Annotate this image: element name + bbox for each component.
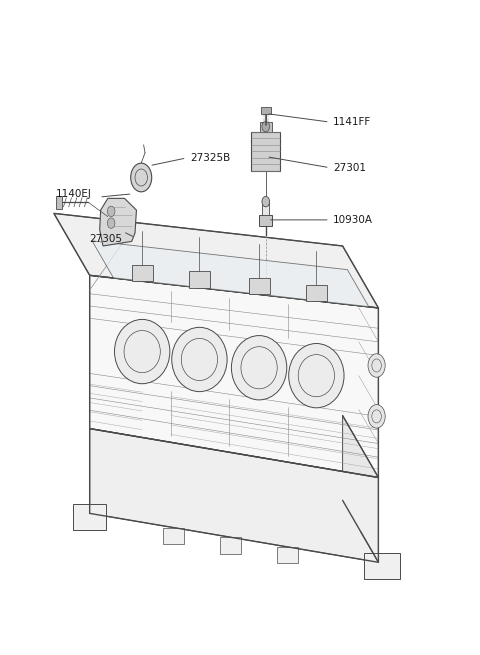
Bar — [220, 537, 241, 553]
Circle shape — [131, 163, 152, 192]
Text: 27301: 27301 — [333, 162, 366, 173]
Circle shape — [262, 196, 270, 207]
Text: 10930A: 10930A — [333, 215, 373, 225]
Polygon shape — [92, 241, 369, 307]
Text: 27305: 27305 — [90, 234, 123, 244]
Text: 1141FF: 1141FF — [333, 117, 372, 127]
Bar — [252, 132, 280, 171]
Text: 1140EJ: 1140EJ — [56, 189, 92, 199]
Bar — [260, 122, 272, 132]
Circle shape — [368, 405, 385, 428]
Bar — [189, 271, 210, 288]
Polygon shape — [343, 415, 378, 562]
Bar — [263, 202, 269, 215]
Bar — [277, 547, 298, 563]
Polygon shape — [364, 553, 400, 578]
Bar — [56, 196, 62, 209]
Ellipse shape — [172, 328, 227, 392]
Bar — [306, 285, 327, 301]
Ellipse shape — [231, 335, 287, 400]
Polygon shape — [90, 428, 378, 562]
Polygon shape — [100, 198, 136, 246]
Polygon shape — [90, 275, 378, 477]
Circle shape — [108, 206, 115, 217]
Ellipse shape — [115, 320, 170, 384]
Polygon shape — [54, 214, 378, 308]
Circle shape — [108, 218, 115, 229]
Text: 27325B: 27325B — [190, 153, 230, 163]
Circle shape — [262, 121, 270, 132]
Bar — [132, 265, 153, 281]
Bar — [261, 107, 271, 113]
Circle shape — [368, 354, 385, 377]
Bar — [249, 278, 270, 295]
Bar — [163, 527, 184, 544]
Polygon shape — [73, 504, 107, 530]
Bar — [259, 215, 273, 227]
Ellipse shape — [288, 343, 344, 408]
